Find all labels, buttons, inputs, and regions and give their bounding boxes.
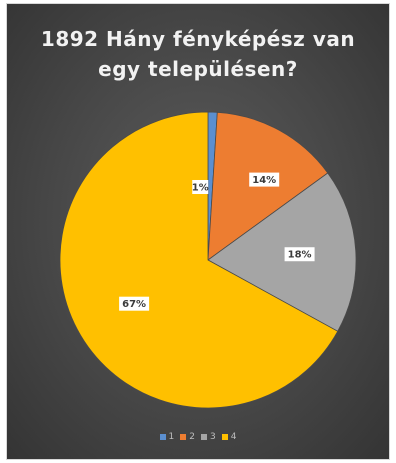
pie-data-labels: 1% 14% 18% 67%	[119, 172, 315, 311]
chart-title-line-1: 1892 Hány fényképész van	[40, 27, 356, 51]
chart-area: 1892 Hány fényképész van egy településen…	[6, 3, 390, 460]
data-label-4: 67%	[122, 299, 146, 310]
data-label-box-2	[249, 172, 280, 187]
data-label-3: 18%	[288, 250, 312, 261]
legend-item-1: 1	[159, 432, 175, 442]
pie-slice-3	[207, 172, 357, 332]
data-label-box-4	[119, 296, 150, 311]
legend-label-4: 4	[230, 432, 237, 442]
chart-title: 1892 Hány fényképész van egy településen…	[7, 24, 389, 84]
legend-swatch-1	[159, 433, 166, 440]
legend-item-3: 3	[201, 432, 216, 442]
legend-label-2: 2	[189, 432, 195, 442]
data-label-box-1	[192, 179, 209, 194]
data-label-box-3	[284, 247, 315, 262]
data-label-2: 14%	[252, 175, 276, 186]
legend-swatch-4	[221, 433, 228, 440]
legend-swatch-3	[201, 433, 207, 440]
pie-chart: 1% 14% 18% 67%	[59, 111, 357, 409]
legend-label-3: 3	[210, 432, 216, 442]
chart-title-line-2: egy településen?	[98, 57, 298, 81]
pie-slice-4	[59, 111, 339, 409]
legend-swatch-2	[180, 433, 187, 440]
legend-item-4: 4	[221, 432, 237, 442]
chart-legend: 1 2 3 4	[7, 432, 389, 442]
legend-item-2: 2	[180, 432, 195, 442]
legend-label-1: 1	[168, 432, 175, 442]
data-label-1: 1%	[192, 182, 209, 193]
